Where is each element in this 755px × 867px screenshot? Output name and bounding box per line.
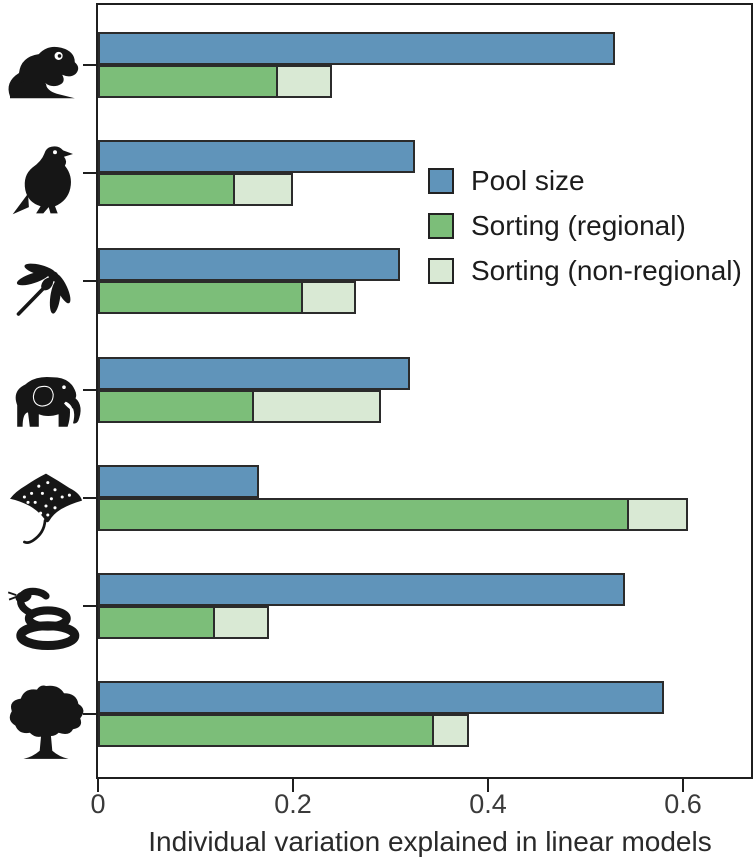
x-tick-label-0: 0 bbox=[90, 789, 106, 819]
pool-size-bar-dragonfly bbox=[98, 248, 401, 282]
snake-icon bbox=[1, 568, 91, 660]
legend: Pool size Sorting (regional) Sorting (no… bbox=[428, 165, 742, 300]
pool-size-swatch bbox=[428, 168, 454, 194]
elephant-icon bbox=[1, 352, 91, 444]
category-tick-eagle bbox=[83, 172, 96, 175]
sorting-regional-swatch bbox=[428, 213, 454, 239]
eagle-icon bbox=[1, 135, 91, 227]
x-tick-label-0.4: 0.4 bbox=[469, 789, 507, 819]
sorting-regional-bar-elephant bbox=[98, 389, 254, 423]
legend-item-pool-size: Pool size bbox=[428, 165, 742, 197]
legend-label-sorting-regional: Sorting (regional) bbox=[471, 210, 686, 241]
legend-item-sorting-non-regional: Sorting (non-regional) bbox=[428, 255, 742, 287]
category-tick-elephant bbox=[83, 388, 96, 391]
sorting-regional-bar-snake bbox=[98, 606, 215, 639]
legend-item-sorting-regional: Sorting (regional) bbox=[428, 210, 742, 242]
x-tick-label-0.2: 0.2 bbox=[274, 789, 312, 819]
plot-area: Pool size Sorting (regional) Sorting (no… bbox=[83, 3, 753, 779]
frog-icon bbox=[1, 27, 91, 119]
legend-label-pool-size: Pool size bbox=[471, 165, 585, 196]
stingray-icon bbox=[1, 460, 91, 552]
pool-size-bar-frog bbox=[98, 32, 615, 65]
sorting-regional-bar-frog bbox=[98, 65, 279, 98]
pool-size-bar-elephant bbox=[98, 356, 410, 390]
x-tick-0.2 bbox=[292, 779, 294, 792]
pool-size-bar-stingray bbox=[98, 464, 259, 498]
dragonfly-icon bbox=[1, 243, 91, 335]
sorting-regional-bar-dragonfly bbox=[98, 281, 303, 315]
pool-size-bar-tree bbox=[98, 681, 664, 715]
x-tick-0 bbox=[97, 779, 99, 792]
category-tick-frog bbox=[83, 64, 96, 66]
sorting-regional-bar-stingray bbox=[98, 497, 630, 531]
category-tick-tree bbox=[83, 713, 96, 716]
pool-size-bar-eagle bbox=[98, 140, 415, 174]
category-tick-dragonfly bbox=[83, 280, 96, 283]
sorting-regional-bar-tree bbox=[98, 714, 435, 748]
sorting-regional-bar-eagle bbox=[98, 173, 235, 207]
x-tick-0.6 bbox=[682, 779, 684, 792]
legend-label-sorting-non-regional: Sorting (non-regional) bbox=[471, 255, 742, 286]
tree-icon bbox=[1, 676, 91, 768]
pool-size-bar-snake bbox=[98, 573, 625, 606]
x-tick-0.4 bbox=[487, 779, 489, 792]
x-tick-label-0.6: 0.6 bbox=[664, 789, 702, 819]
sorting-non-regional-swatch bbox=[428, 258, 454, 284]
x-axis-label: Individual variation explained in linear… bbox=[148, 826, 712, 857]
category-tick-snake bbox=[83, 605, 96, 607]
category-tick-stingray bbox=[83, 496, 96, 499]
